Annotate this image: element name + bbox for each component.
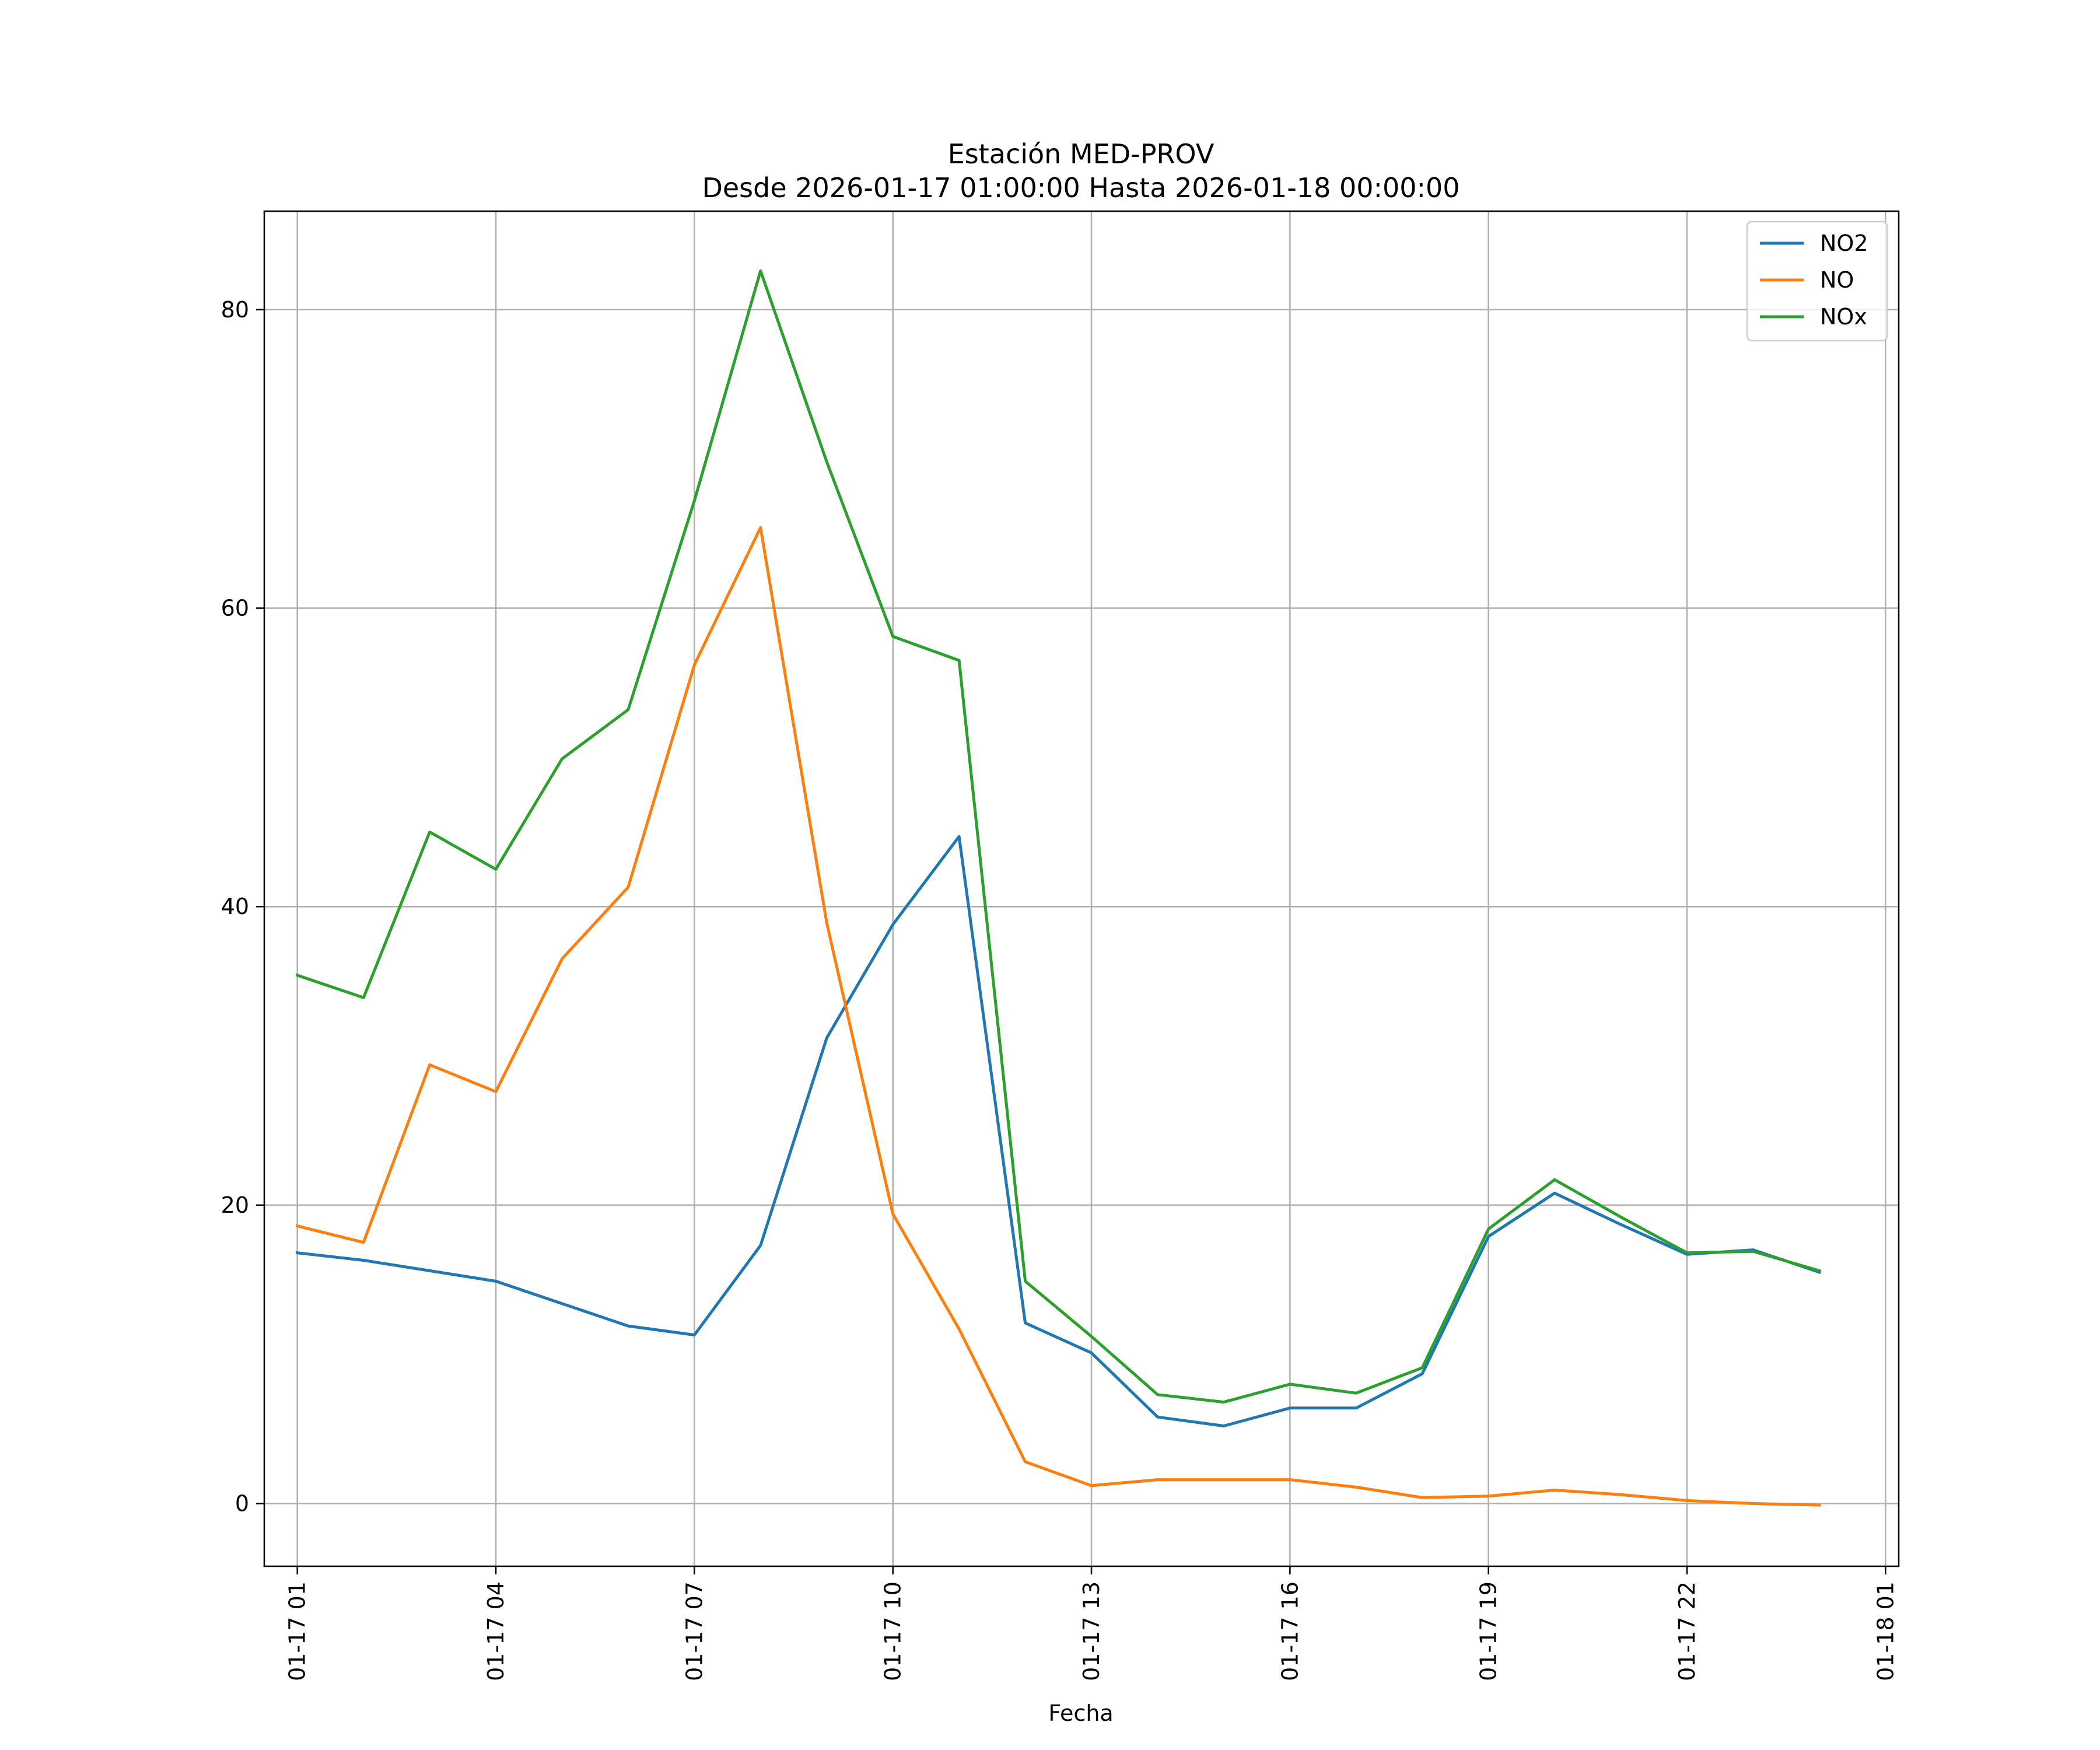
x-axis-label: Fecha: [1048, 1700, 1113, 1726]
y-tick-label-20: 20: [221, 1192, 249, 1218]
series-line-no: [295, 526, 1821, 1507]
legend-label-no2: NO2: [1820, 230, 1868, 256]
x-tick-label-0: 01-17 01: [285, 1581, 310, 1681]
series-line-no2: [295, 835, 1822, 1427]
chart-title: Estación MED-PROV: [948, 138, 1214, 170]
x-tick-label-5: 01-17 16: [1277, 1581, 1303, 1681]
legend: NO2 NO NOx: [1746, 220, 1888, 342]
y-tick-label-80: 80: [221, 297, 249, 323]
plot-frame: [263, 210, 1900, 1567]
x-tick-label-8: 01-18 01: [1873, 1581, 1898, 1681]
x-tick-label-4: 01-17 13: [1079, 1581, 1104, 1681]
y-axis-ticks: 0 20 40 60 80: [221, 297, 264, 1517]
legend-box: [1746, 220, 1888, 342]
chart-subtitle: Desde 2026-01-17 01:00:00 Hasta 2026-01-…: [702, 172, 1460, 204]
y-tick-label-0: 0: [235, 1491, 249, 1517]
legend-entries: NO2 NO NOx: [1760, 230, 1868, 330]
legend-label-nox: NOx: [1820, 304, 1867, 330]
x-tick-label-6: 01-17 19: [1476, 1581, 1502, 1681]
x-tick-label-1: 01-17 04: [483, 1581, 509, 1681]
x-axis-ticks: 01-17 01 01-17 04 01-17 07 01-17 10 01-17 13…: [285, 1566, 1898, 1681]
series-lines: [295, 269, 1822, 1507]
y-tick-label-40: 40: [221, 894, 249, 919]
x-tick-label-7: 01-17 22: [1674, 1581, 1700, 1681]
x-tick-label-2: 01-17 07: [681, 1581, 707, 1681]
x-tick-label-3: 01-17 10: [880, 1581, 906, 1681]
series-line-nox: [295, 269, 1822, 1404]
y-tick-label-60: 60: [221, 596, 249, 621]
legend-label-no: NO: [1820, 267, 1854, 293]
grid: [264, 211, 1899, 1566]
